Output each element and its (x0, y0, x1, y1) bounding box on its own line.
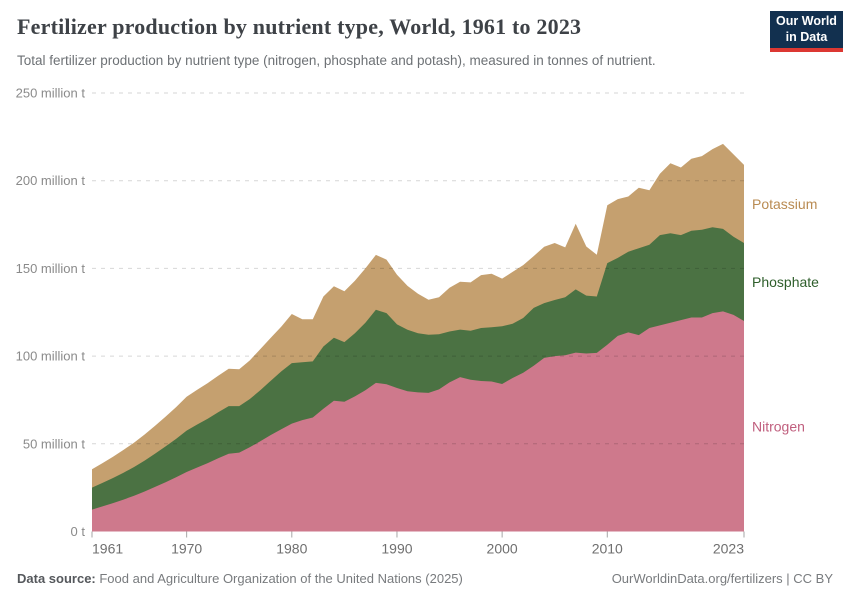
legend-labels: Nitrogen Phosphate Potassium (752, 196, 819, 434)
data-source-text: Food and Agriculture Organization of the… (95, 571, 463, 586)
x-tick-label: 1961 (92, 541, 123, 557)
owid-logo[interactable]: Our World in Data (770, 11, 843, 52)
legend-label-potassium[interactable]: Potassium (752, 196, 817, 212)
data-source-label: Data source: (17, 571, 96, 586)
y-tick-label: 100 million t (16, 349, 86, 364)
y-tick-label: 150 million t (16, 261, 86, 276)
x-tick-label: 2023 (713, 541, 744, 557)
owid-logo-line2: in Data (785, 29, 828, 44)
area-nitrogen[interactable] (92, 311, 744, 532)
x-axis: 1961 1970 1980 1990 2000 2010 2023 (91, 531, 745, 557)
y-tick-label: 0 t (71, 524, 86, 539)
y-axis-labels: 0 t 50 million t 100 million t 150 million … (16, 86, 86, 540)
x-tick-label: 2010 (592, 541, 623, 557)
x-tick-label: 1980 (276, 541, 307, 557)
owid-logo-line1: Our World (776, 13, 837, 28)
legend-label-nitrogen[interactable]: Nitrogen (752, 418, 805, 434)
y-gridlines (92, 92, 744, 445)
page-title: Fertilizer production by nutrient type, … (17, 14, 582, 39)
x-tick-label: 1990 (381, 541, 412, 557)
x-tick-label: 2000 (487, 541, 518, 557)
owid-license-link[interactable]: OurWorldinData.org/fertilizers | CC BY (611, 571, 833, 586)
y-tick-label: 50 million t (23, 436, 86, 451)
y-tick-label: 250 million t (16, 86, 86, 101)
chart-footer: Data source: Food and Agriculture Organi… (17, 571, 833, 586)
y-tick-label: 200 million t (16, 173, 86, 188)
chart-areas (92, 143, 744, 532)
legend-label-phosphate[interactable]: Phosphate (752, 274, 819, 290)
x-tick-label: 1970 (171, 541, 202, 557)
chart-subtitle: Total fertilizer production by nutrient … (17, 53, 656, 68)
data-source: Data source: Food and Agriculture Organi… (17, 571, 463, 586)
